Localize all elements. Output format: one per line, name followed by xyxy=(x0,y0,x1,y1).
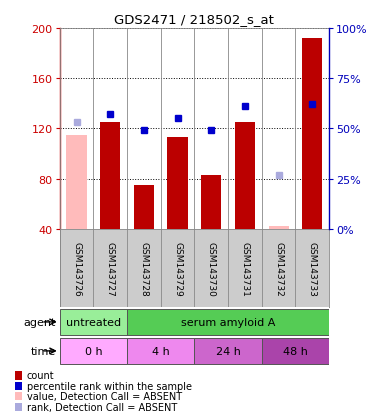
Text: GSM143727: GSM143727 xyxy=(106,241,115,296)
Text: GSM143731: GSM143731 xyxy=(241,241,249,296)
Bar xyxy=(15,392,22,401)
Text: GSM143730: GSM143730 xyxy=(207,241,216,296)
Text: GSM143729: GSM143729 xyxy=(173,241,182,296)
Text: 0 h: 0 h xyxy=(85,346,102,356)
Text: rank, Detection Call = ABSENT: rank, Detection Call = ABSENT xyxy=(27,402,177,412)
Bar xyxy=(134,185,154,229)
Bar xyxy=(60,338,127,364)
Bar xyxy=(100,123,120,229)
Text: agent: agent xyxy=(23,317,56,327)
Text: time: time xyxy=(30,346,56,356)
Bar xyxy=(269,227,289,229)
Bar xyxy=(60,309,127,335)
Bar xyxy=(167,138,188,229)
Bar xyxy=(66,135,87,229)
Bar xyxy=(194,338,262,364)
Bar xyxy=(15,382,22,390)
Text: untreated: untreated xyxy=(66,317,121,327)
Bar xyxy=(127,338,194,364)
Text: count: count xyxy=(27,370,55,380)
Bar xyxy=(262,338,329,364)
Text: serum amyloid A: serum amyloid A xyxy=(181,317,275,327)
Text: GSM143728: GSM143728 xyxy=(139,241,148,296)
Bar xyxy=(15,371,22,380)
Text: 24 h: 24 h xyxy=(216,346,241,356)
Text: percentile rank within the sample: percentile rank within the sample xyxy=(27,381,192,391)
Bar xyxy=(127,309,329,335)
Title: GDS2471 / 218502_s_at: GDS2471 / 218502_s_at xyxy=(114,13,275,26)
Bar xyxy=(302,39,323,229)
Bar xyxy=(15,403,22,411)
Bar xyxy=(201,176,221,229)
Text: GSM143732: GSM143732 xyxy=(274,241,283,296)
Text: GSM143733: GSM143733 xyxy=(308,241,317,296)
Bar xyxy=(235,123,255,229)
Text: 4 h: 4 h xyxy=(152,346,170,356)
Text: 48 h: 48 h xyxy=(283,346,308,356)
Text: value, Detection Call = ABSENT: value, Detection Call = ABSENT xyxy=(27,392,182,401)
Text: GSM143726: GSM143726 xyxy=(72,241,81,296)
